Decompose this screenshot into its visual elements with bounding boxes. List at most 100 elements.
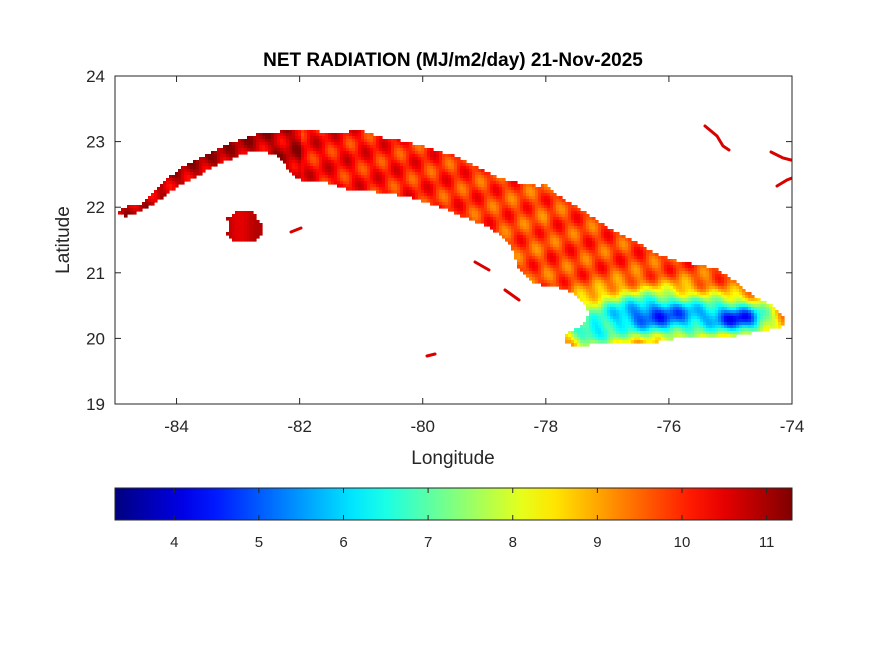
radiation-cell [568, 259, 572, 263]
radiation-cell [664, 286, 668, 290]
radiation-cell [532, 229, 536, 233]
radiation-cell [610, 325, 614, 329]
radiation-cell [661, 265, 665, 269]
radiation-cell [403, 157, 407, 161]
radiation-cell [736, 307, 740, 311]
radiation-cell [622, 250, 626, 254]
radiation-cell [727, 292, 731, 296]
radiation-cell [532, 247, 536, 251]
radiation-cell [373, 157, 377, 161]
radiation-cell [118, 211, 122, 215]
radiation-cell [442, 160, 446, 164]
radiation-cell [538, 220, 542, 224]
radiation-cell [559, 280, 563, 284]
radiation-cell [445, 172, 449, 176]
radiation-cell [280, 133, 284, 137]
radiation-cell [580, 337, 584, 341]
radiation-cell [556, 283, 560, 287]
radiation-cell [601, 223, 605, 227]
radiation-cell [616, 238, 620, 242]
radiation-cell [625, 238, 629, 242]
radiation-cell [511, 241, 515, 245]
radiation-cell [337, 133, 341, 137]
radiation-cell [301, 169, 305, 173]
radiation-cell [628, 268, 632, 272]
radiation-cell [448, 193, 452, 197]
radiation-cell [631, 316, 635, 320]
radiation-cell [682, 283, 686, 287]
radiation-cell [127, 208, 131, 212]
radiation-cell [544, 253, 548, 257]
radiation-cell [583, 265, 587, 269]
radiation-cell [718, 325, 722, 329]
radiation-cell [733, 331, 737, 335]
radiation-cell [382, 139, 386, 143]
radiation-cell [661, 256, 665, 260]
radiation-cell [598, 280, 602, 284]
radiation-cell [358, 151, 362, 155]
radiation-cell [556, 223, 560, 227]
radiation-cell [592, 277, 596, 281]
radiation-cell [352, 175, 356, 179]
radiation-cell [529, 232, 533, 236]
radiation-cell [682, 280, 686, 284]
radiation-cell [355, 187, 359, 191]
radiation-cell [304, 142, 308, 146]
radiation-cell [622, 328, 626, 332]
radiation-cell [625, 283, 629, 287]
radiation-cell [409, 157, 413, 161]
radiation-cell [493, 184, 497, 188]
radiation-cell [574, 244, 578, 248]
radiation-cell [379, 175, 383, 179]
radiation-cell [598, 247, 602, 251]
radiation-cell [583, 262, 587, 266]
radiation-cell [337, 148, 341, 152]
radiation-cell [700, 289, 704, 293]
radiation-cell [541, 247, 545, 251]
radiation-cell [631, 259, 635, 263]
radiation-cell [592, 283, 596, 287]
radiation-cell [520, 220, 524, 224]
radiation-cell [559, 208, 563, 212]
radiation-cell [610, 334, 614, 338]
radiation-cell [568, 277, 572, 281]
radiation-cell [178, 172, 182, 176]
radiation-cell [715, 274, 719, 278]
radiation-cell [562, 229, 566, 233]
radiation-cell [562, 199, 566, 203]
radiation-cell [535, 265, 539, 269]
radiation-cell [619, 265, 623, 269]
radiation-cell [697, 298, 701, 302]
radiation-cell [721, 292, 725, 296]
radiation-cell [199, 166, 203, 170]
radiation-cell [715, 331, 719, 335]
radiation-cell [436, 175, 440, 179]
radiation-cell [331, 148, 335, 152]
radiation-cell [598, 325, 602, 329]
radiation-cell [496, 223, 500, 227]
radiation-cell [760, 310, 764, 314]
radiation-cell [553, 199, 557, 203]
radiation-cell [598, 286, 602, 290]
radiation-cell [415, 193, 419, 197]
radiation-cell [613, 247, 617, 251]
radiation-cell [547, 247, 551, 251]
radiation-cell [766, 325, 770, 329]
radiation-cell [646, 250, 650, 254]
radiation-cell [337, 166, 341, 170]
radiation-cell [259, 136, 263, 140]
radiation-cell [670, 292, 674, 296]
radiation-cell [685, 301, 689, 305]
radiation-cell [145, 202, 149, 206]
radiation-cell [532, 238, 536, 242]
radiation-cell [478, 175, 482, 179]
radiation-cell [319, 139, 323, 143]
x-tick-label: -74 [780, 417, 805, 436]
radiation-cell [406, 145, 410, 149]
radiation-cell [613, 295, 617, 299]
radiation-cell [319, 172, 323, 176]
radiation-cell [451, 178, 455, 182]
radiation-cell [526, 226, 530, 230]
radiation-cell [529, 187, 533, 191]
radiation-cell [709, 280, 713, 284]
